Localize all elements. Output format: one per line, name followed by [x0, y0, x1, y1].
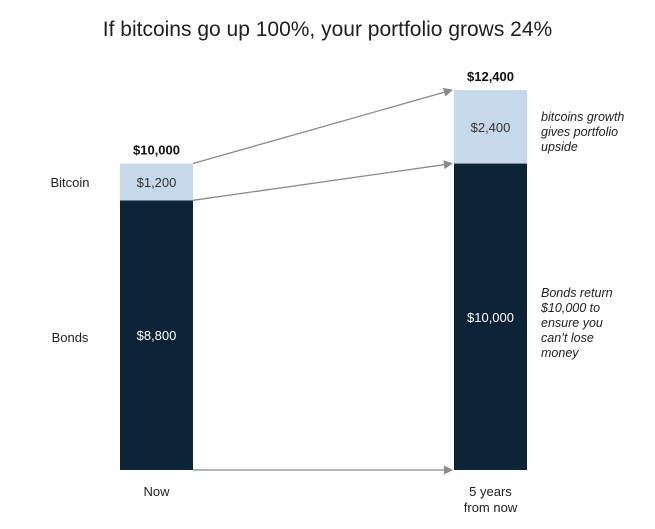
total-label-1: $12,400	[467, 69, 514, 84]
chart-title: If bitcoins go up 100%, your portfolio g…	[102, 18, 553, 41]
row-label-bitcoin: Bitcoin	[50, 175, 89, 190]
x-tick-label-0-0: Now	[143, 484, 170, 499]
data-label-bitcoin-1: $2,400	[471, 120, 511, 135]
annotation-line: Bonds return	[541, 286, 613, 300]
annotation-line: $10,000 to	[541, 301, 601, 315]
bar-bitcoin-0	[120, 163, 193, 201]
bar-bonds-1	[454, 163, 527, 470]
connector-arrow-0	[192, 87, 453, 165]
annotation-line: bitcoins growth	[541, 110, 625, 124]
bar-bonds-0	[120, 200, 193, 471]
annotation-line: money	[541, 346, 579, 360]
annotation-line: ensure you	[541, 316, 603, 330]
row-label-bonds: Bonds	[52, 330, 89, 345]
annotation-1: Bonds return $10,000 to ensure you can’t lo…	[541, 286, 613, 361]
total-label-0: $10,000	[133, 143, 180, 158]
bar-bitcoin-1	[454, 90, 527, 164]
data-label-bitcoin-0: $1,200	[137, 175, 177, 190]
x-tick-label-1-1: from now	[464, 500, 518, 515]
connector-arrow-1	[192, 160, 453, 201]
annotation-line: upside	[541, 140, 578, 154]
annotation-line: gives portfolio	[541, 125, 619, 139]
annotation-0: bitcoins growth gives portfolio upside	[541, 110, 624, 155]
data-label-bonds-1: $10,000	[467, 310, 514, 325]
x-tick-label-1-0: 5 years	[469, 484, 512, 499]
annotation-line: can’t lose	[541, 331, 594, 345]
data-label-bonds-0: $8,800	[137, 328, 177, 343]
